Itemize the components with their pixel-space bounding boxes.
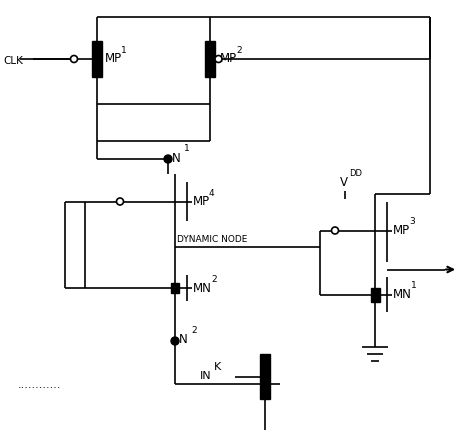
Text: N: N bbox=[179, 333, 188, 346]
Text: 1: 1 bbox=[121, 46, 127, 55]
Bar bbox=[371, 288, 380, 302]
Text: 1: 1 bbox=[184, 144, 190, 153]
Text: MN: MN bbox=[193, 281, 212, 294]
Circle shape bbox=[215, 56, 222, 63]
Text: MP: MP bbox=[220, 52, 237, 65]
Circle shape bbox=[171, 337, 179, 345]
Bar bbox=[171, 283, 179, 293]
Text: MN: MN bbox=[393, 287, 412, 300]
Text: MP: MP bbox=[105, 52, 122, 65]
Circle shape bbox=[117, 199, 124, 206]
Text: MP: MP bbox=[393, 224, 410, 236]
Text: DYNAMIC NODE: DYNAMIC NODE bbox=[177, 235, 247, 244]
Bar bbox=[205, 42, 215, 78]
Text: 2: 2 bbox=[236, 46, 242, 55]
Text: V: V bbox=[340, 176, 348, 189]
Text: DD: DD bbox=[349, 169, 362, 178]
Circle shape bbox=[164, 156, 172, 164]
Bar bbox=[260, 354, 270, 399]
Text: K: K bbox=[214, 362, 221, 372]
Text: ............: ............ bbox=[18, 379, 62, 389]
Text: 2: 2 bbox=[211, 274, 217, 283]
Circle shape bbox=[331, 227, 338, 234]
Circle shape bbox=[71, 56, 78, 63]
Text: 1: 1 bbox=[411, 281, 417, 290]
Bar bbox=[92, 42, 102, 78]
Text: 3: 3 bbox=[409, 217, 415, 226]
Text: 2: 2 bbox=[191, 325, 197, 334]
Text: 4: 4 bbox=[209, 188, 215, 197]
Text: MP: MP bbox=[193, 194, 210, 208]
Text: CLK: CLK bbox=[3, 56, 23, 66]
Text: N: N bbox=[172, 151, 181, 164]
Text: IN: IN bbox=[200, 371, 211, 381]
